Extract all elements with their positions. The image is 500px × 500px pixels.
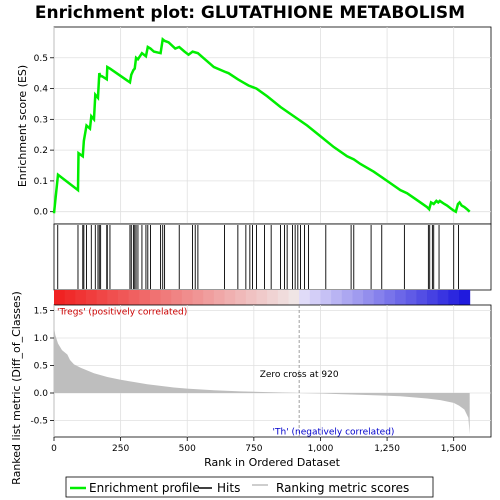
colorbar-segment: [459, 290, 471, 305]
es-y-tick-label: 0.5: [34, 54, 48, 64]
legend-enrichment-label: Enrichment profile: [89, 481, 200, 495]
es-panel: 0.0 0.1 0.2 0.3 0.4 0.5 Enrichment score (ES): [16, 26, 492, 225]
es-y-tick-label: 0.2: [34, 146, 48, 156]
colorbar-segment: [299, 290, 311, 305]
colorbar-segment: [139, 290, 151, 305]
colorbar-segment: [192, 290, 204, 305]
colorbar-segment: [267, 290, 279, 305]
colorbar-segment: [277, 290, 289, 305]
colorbar-segment: [64, 290, 76, 305]
colorbar-segment: [384, 290, 396, 305]
x-tick-label: 1,500: [441, 444, 467, 454]
es-gridlines: [53, 27, 491, 224]
es-plot-frame: [53, 26, 492, 225]
legend-box: [65, 476, 434, 498]
colorbar-segment: [427, 290, 439, 305]
metric-y-axis-label: Ranked list metric (Diff_of_Classes): [10, 291, 23, 485]
metric-panel: Zero cross at 920 'Tregs' (positively co…: [10, 291, 492, 485]
colorbar-segment: [107, 290, 119, 305]
x-tick-label: 500: [179, 444, 196, 454]
hit-markers: [57, 225, 459, 289]
metric-y-tick-label: 1.0: [34, 334, 49, 344]
colorbar-segment: [448, 290, 460, 305]
colorbar-segment: [331, 290, 343, 305]
x-axis-label: Rank in Ordered Dataset: [204, 456, 341, 469]
colorbar-segment: [437, 290, 449, 305]
x-tick-label: 0: [51, 444, 57, 454]
colorbar-segment: [85, 290, 98, 305]
x-tick-label: 1,000: [308, 444, 334, 454]
colorbar-segment: [203, 290, 215, 305]
hits-frame: [53, 223, 492, 291]
negative-class-label: 'Th' (negatively correlated): [273, 428, 395, 438]
legend: Enrichment profile Hits Ranking metric s…: [65, 476, 434, 498]
colorbar-segment: [395, 290, 407, 305]
colorbar-segment: [213, 290, 226, 305]
ranking-colorbar: [54, 290, 471, 305]
metric-y-ticks: -0.5 0.0 0.5 1.0 1.5: [30, 307, 54, 427]
colorbar-segment: [256, 290, 268, 305]
colorbar-segment: [352, 290, 364, 305]
colorbar-segment: [309, 290, 321, 305]
colorbar-segment: [288, 290, 300, 305]
colorbar-segment: [405, 290, 417, 305]
colorbar-segment: [373, 290, 385, 305]
es-y-tick-label: 0.4: [34, 85, 49, 95]
colorbar-segment: [181, 290, 194, 305]
colorbar-segment: [224, 290, 236, 305]
positive-class-label: 'Tregs' (positively correlated): [57, 308, 187, 318]
colorbar-segment: [149, 290, 162, 305]
colorbar-segment: [363, 290, 375, 305]
metric-plot-frame: [53, 304, 492, 438]
es-y-tick-label: 0.1: [34, 177, 48, 187]
colorbar-segment: [341, 290, 353, 305]
metric-y-tick-label: -0.5: [30, 417, 48, 427]
colorbar-segment: [235, 290, 247, 305]
x-tick-label: 750: [245, 444, 262, 454]
legend-hits-label: Hits: [217, 481, 240, 495]
colorbar-segment: [96, 290, 108, 305]
chart-title: Enrichment plot: GLUTATHIONE METABOLISM: [35, 3, 465, 23]
es-y-tick-label: 0.0: [34, 208, 49, 218]
zero-cross-label: Zero cross at 920: [260, 370, 339, 380]
colorbar-segment: [75, 290, 87, 305]
colorbar-segment: [245, 290, 258, 305]
colorbar-segment: [171, 290, 183, 305]
colorbar-segment: [160, 290, 172, 305]
x-tick-label: 1,250: [374, 444, 400, 454]
es-y-axis-label: Enrichment score (ES): [16, 65, 29, 187]
colorbar-segment: [128, 290, 140, 305]
colorbar-segment: [416, 290, 428, 305]
colorbar-segment: [117, 290, 130, 305]
hits-panel: [53, 223, 492, 291]
x-tick-label: 250: [112, 444, 129, 454]
colorbar-segment: [320, 290, 332, 305]
colorbar-segment: [54, 290, 66, 305]
x-ticks: 0 250 500 750 1,000 1,250 1,500: [51, 437, 467, 454]
metric-y-tick-label: 1.5: [34, 307, 48, 317]
metric-y-tick-label: 0.5: [34, 362, 48, 372]
es-y-ticks: 0.0 0.1 0.2 0.3 0.4 0.5: [34, 54, 54, 218]
es-y-tick-label: 0.3: [34, 115, 48, 125]
legend-ranking-label: Ranking metric scores: [276, 481, 409, 495]
enrichment-profile-line: [52, 36, 471, 214]
metric-y-tick-label: 0.0: [34, 389, 49, 399]
